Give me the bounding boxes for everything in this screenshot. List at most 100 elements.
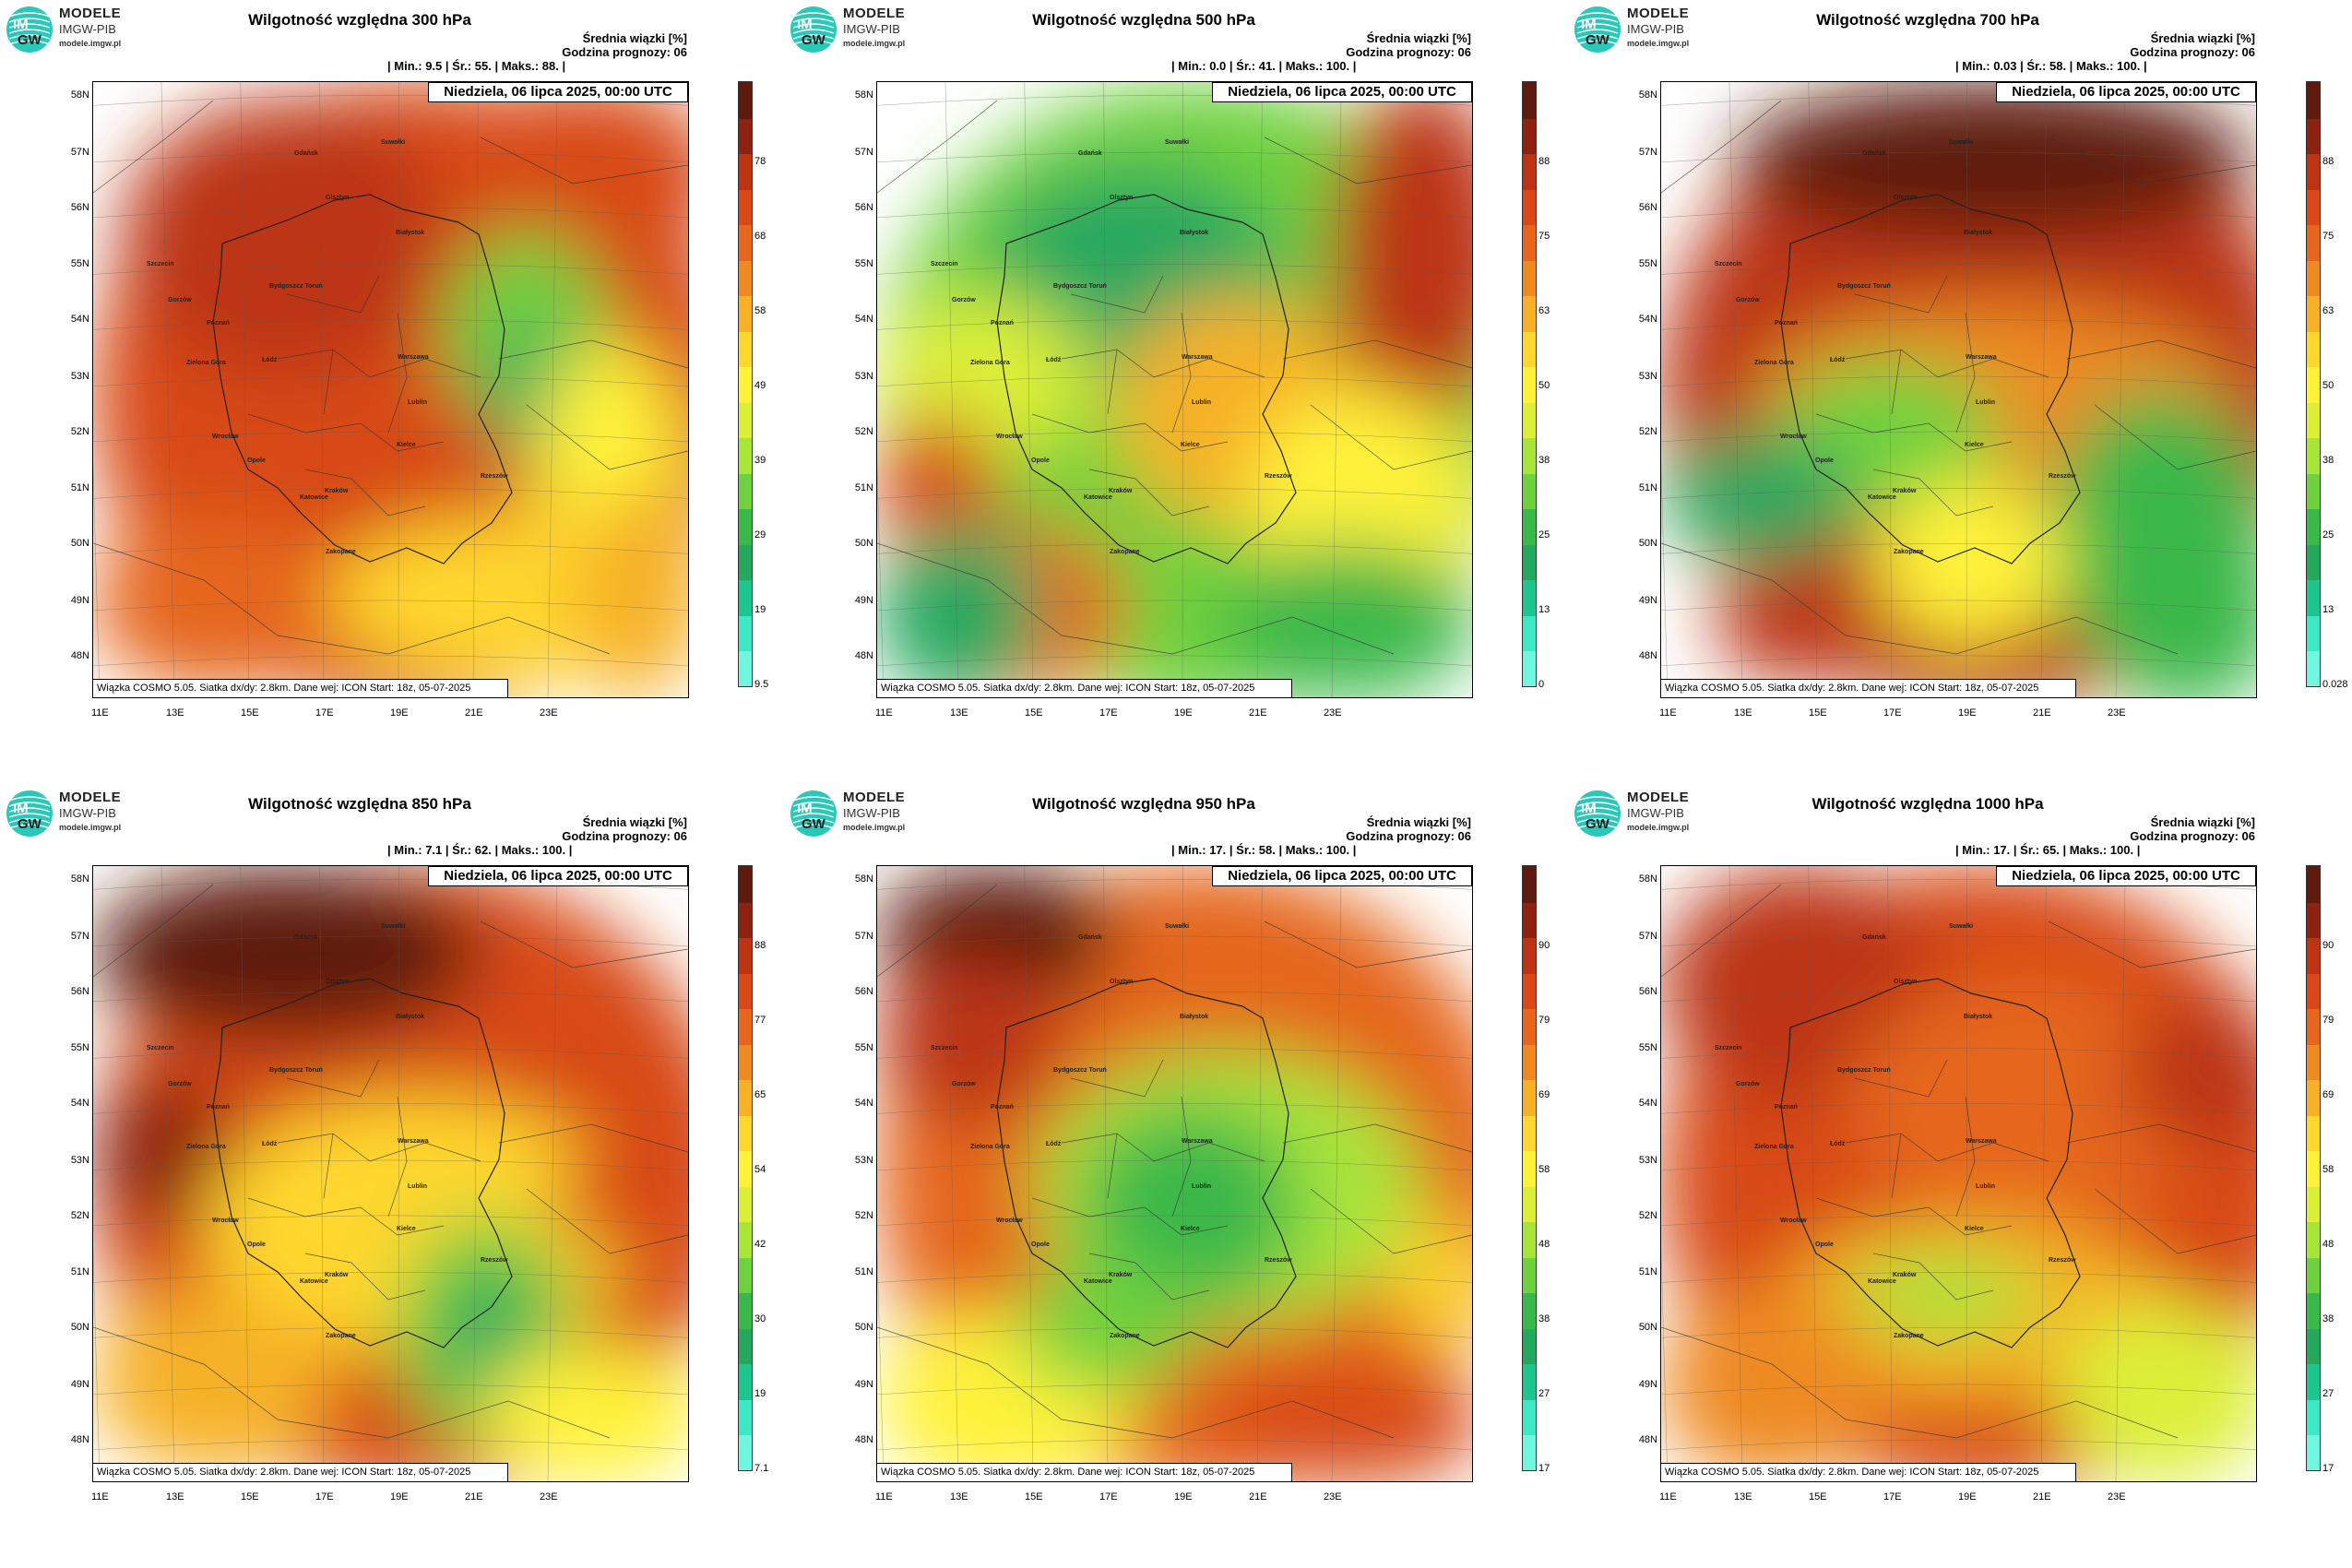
- model-footer: Wiązka COSMO 5.05. Siatka dx/dy: 2.8km. …: [877, 1463, 1292, 1481]
- city-label: Szczecin: [931, 261, 958, 267]
- longitude-tick: 21E: [465, 707, 483, 719]
- colorbar-step: [1523, 1079, 1536, 1116]
- city-label: Warszawa: [1182, 354, 1213, 361]
- colorbar-step: [1523, 1292, 1536, 1329]
- units-label: Średnia wiązki [%]: [1366, 815, 1471, 829]
- longitude-tick: 11E: [91, 1491, 109, 1503]
- colorbar-step: [1523, 224, 1536, 261]
- longitude-tick: 21E: [2033, 707, 2051, 719]
- colorbar-step: [2307, 1398, 2320, 1436]
- humidity-field-7: [93, 516, 333, 691]
- stats-line: | Min.: 0.0 | Śr.: 41. | Maks.: 100. |: [1171, 59, 1357, 73]
- humidity-field-8: [2095, 525, 2256, 697]
- latitude-tick: 55N: [1638, 1042, 1657, 1054]
- svg-text:IM: IM: [1581, 801, 1597, 816]
- city-label: Zielona Góra: [186, 360, 226, 366]
- latitude-tick: 58N: [1638, 89, 1657, 101]
- colorbar-step: [1523, 972, 1536, 1010]
- humidity-field-1: [1735, 82, 2251, 239]
- colorbar-step: [739, 543, 752, 581]
- humidity-field-8: [877, 525, 1043, 697]
- colorbar-step: [2307, 614, 2320, 652]
- colorbar-step: [1523, 901, 1536, 939]
- colorbar-label: 13: [1538, 604, 1550, 615]
- latitude-tick: 58N: [854, 873, 873, 885]
- humidity-field-9: [1218, 543, 1472, 697]
- humidity-map: Niedziela, 06 lipca 2025, 00:00 UTC Wiązk…: [1660, 865, 2257, 1482]
- city-label: Kraków: [1109, 488, 1133, 494]
- imgw-logo: IM GW MODELE IMGW-PIB modele.imgw.pl: [788, 788, 935, 839]
- colorbar-step: [1523, 1043, 1536, 1081]
- humidity-field-2: [93, 1078, 232, 1226]
- humidity-field-4: [93, 1290, 333, 1475]
- longitude-tick: 19E: [1958, 707, 1977, 719]
- colorbar-step: [2307, 1114, 2320, 1152]
- svg-text:IM: IM: [797, 17, 813, 32]
- longitude-tick: 23E: [2108, 707, 2126, 719]
- colorbar-step: [1523, 82, 1536, 119]
- forecast-hour: Godzina prognozy: 06: [1346, 45, 1471, 59]
- humidity-field-7: [481, 1346, 688, 1481]
- colorbar-label: 0.028: [2322, 679, 2348, 690]
- city-label: Kraków: [325, 1272, 349, 1278]
- city-label: Gdańsk: [1862, 934, 1886, 941]
- logo-brand: MODELE: [843, 6, 906, 21]
- longitude-tick: 17E: [1883, 707, 1902, 719]
- colorbar-step: [739, 1327, 752, 1365]
- humidity-map: Niedziela, 06 lipca 2025, 00:00 UTC Wiązk…: [92, 81, 689, 698]
- forecast-hour: Godzina prognozy: 06: [2130, 45, 2255, 59]
- latitude-tick: 49N: [70, 594, 89, 606]
- stat-value: Śr.:: [1236, 843, 1256, 857]
- colorbar-step: [739, 188, 752, 226]
- latitude-tick: 58N: [70, 873, 89, 885]
- colorbar-step: [739, 650, 752, 686]
- stat-value: Śr.:: [452, 59, 472, 73]
- latitude-tick: 54N: [854, 1098, 873, 1110]
- latitude-tick: 52N: [1638, 1209, 1657, 1221]
- city-label: Zakopane: [1894, 1333, 1924, 1339]
- city-label: Kielce: [397, 442, 416, 448]
- city-label: Białystok: [396, 1014, 425, 1020]
- logo-org: IMGW-PIB: [59, 22, 116, 36]
- forecast-hour: Godzina prognozy: 06: [2130, 829, 2255, 843]
- logo-url: modele.imgw.pl: [59, 823, 122, 832]
- colorbar-step: [1523, 1114, 1536, 1152]
- colorbar-label: 25: [1538, 529, 1550, 540]
- city-label: Rzeszów: [481, 1257, 508, 1264]
- forecast-date: Niedziela, 06 lipca 2025, 00:00 UTC: [1212, 82, 1472, 102]
- city-label: Suwałki: [1165, 139, 1190, 146]
- humidity-field-2: [877, 958, 1062, 1124]
- colorbar-label: 30: [754, 1313, 766, 1324]
- stat-value: Maks.:: [1285, 59, 1324, 73]
- latitude-tick: 48N: [70, 649, 89, 661]
- city-label: Opole: [247, 1241, 266, 1248]
- longitude-tick: 15E: [1025, 707, 1043, 719]
- svg-text:IM: IM: [13, 17, 29, 32]
- colorbar-step: [2307, 866, 2320, 903]
- city-label: Poznań: [207, 320, 230, 327]
- colorbar-step: [1523, 1008, 1536, 1045]
- city-label: Wrocław: [212, 434, 239, 440]
- city-label: Suwałki: [1165, 923, 1190, 930]
- colorbar-step: [2307, 1185, 2320, 1223]
- colorbar-step: [2307, 117, 2320, 155]
- latitude-tick: 50N: [854, 1322, 873, 1334]
- forecast-date: Niedziela, 06 lipca 2025, 00:00 UTC: [428, 866, 688, 886]
- colorbar-step: [1523, 1434, 1536, 1470]
- latitude-tick: 53N: [1638, 1154, 1657, 1166]
- colorbar-label: 90: [2322, 940, 2334, 951]
- colorbar-label: 54: [754, 1164, 766, 1175]
- imgw-logo: IM GW MODELE IMGW-PIB modele.imgw.pl: [1572, 4, 1719, 55]
- city-label: Lublin: [408, 399, 427, 406]
- stats-line: | Min.: 17. | Śr.: 65. | Maks.: 100. |: [1955, 843, 2141, 857]
- imgw-logo: IM GW MODELE IMGW-PIB modele.imgw.pl: [788, 4, 935, 55]
- humidity-map: Niedziela, 06 lipca 2025, 00:00 UTC Wiązk…: [876, 81, 1473, 698]
- colorbar-step: [2307, 295, 2320, 332]
- svg-text:GW: GW: [1586, 32, 1610, 48]
- latitude-tick: 53N: [854, 1154, 873, 1166]
- colorbar-step: [739, 579, 752, 616]
- city-label: Katowice: [1084, 494, 1112, 501]
- colorbar-step: [739, 401, 752, 439]
- logo-url: modele.imgw.pl: [843, 39, 906, 48]
- latitude-tick: 48N: [1638, 649, 1657, 661]
